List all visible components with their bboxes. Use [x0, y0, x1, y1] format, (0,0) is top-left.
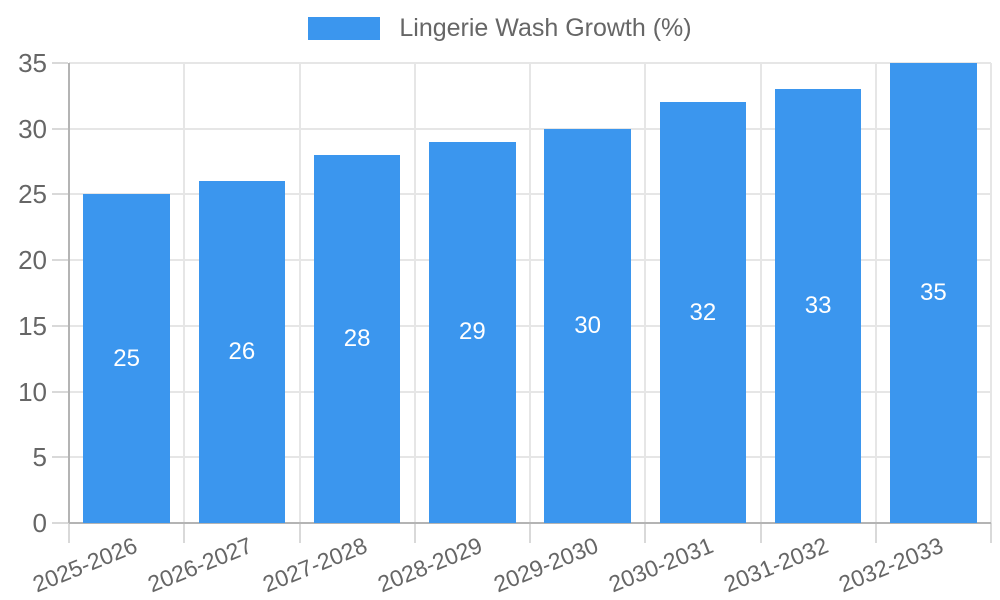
- grid-line-vertical: [183, 63, 186, 523]
- grid-line-vertical: [529, 63, 531, 523]
- y-axis-tick: [52, 456, 68, 459]
- legend: Lingerie Wash Growth (%): [0, 16, 1000, 41]
- x-axis-tick: [644, 523, 647, 543]
- bar[interactable]: 30: [544, 128, 631, 523]
- y-axis-tick: [52, 127, 68, 130]
- x-axis-line: [69, 522, 991, 524]
- grid-line-vertical: [759, 63, 762, 523]
- y-tick-label: 20: [18, 245, 47, 276]
- grid-line-vertical: [298, 63, 301, 523]
- y-tick-label: 10: [18, 376, 47, 407]
- x-axis-tick: [413, 523, 416, 543]
- y-axis-tick: [52, 193, 68, 196]
- bar-value-label: 29: [459, 318, 486, 346]
- bar-value-label: 30: [574, 311, 601, 339]
- y-axis-tick: [52, 259, 68, 262]
- bar-value-label: 32: [689, 298, 717, 326]
- y-axis-tick: [52, 522, 68, 524]
- bar[interactable]: 35: [890, 63, 977, 523]
- y-tick-label: 35: [18, 48, 47, 78]
- bar-value-label: 33: [804, 292, 832, 320]
- bar-value-label: 25: [113, 344, 140, 372]
- bar[interactable]: 32: [659, 102, 747, 523]
- plot-area: 0 5 10 15 20 25 30 35 25 26 28 29 30 32 33 35 2025-2026 2…: [18, 48, 992, 597]
- bar-value-label: 26: [228, 338, 256, 366]
- bar[interactable]: 28: [313, 155, 401, 523]
- bar-value-label: 35: [920, 279, 947, 306]
- bar[interactable]: 26: [198, 181, 286, 523]
- y-tick-label: 30: [18, 113, 47, 144]
- y-axis-tick: [52, 390, 68, 393]
- bar-value-label: 28: [343, 325, 371, 352]
- x-axis-tick: [874, 523, 877, 543]
- y-axis-line: [68, 63, 70, 523]
- x-axis-tick: [990, 523, 992, 543]
- bar[interactable]: 25: [83, 194, 170, 523]
- grid-line-vertical: [874, 63, 877, 523]
- grid-line-vertical: [413, 63, 416, 523]
- bar[interactable]: 33: [774, 89, 862, 523]
- y-axis-tick: [52, 62, 68, 64]
- x-axis-tick: [529, 523, 531, 543]
- y-tick-label: 0: [32, 508, 47, 538]
- y-tick-label: 25: [18, 179, 47, 210]
- grid-line-vertical: [990, 63, 992, 523]
- x-axis-tick: [183, 523, 186, 543]
- y-tick-label: 5: [32, 442, 47, 473]
- legend-swatch: [308, 17, 381, 40]
- legend-label: Lingerie Wash Growth (%): [399, 14, 692, 42]
- legend-item[interactable]: Lingerie Wash Growth (%): [308, 14, 692, 42]
- x-axis-tick: [68, 523, 70, 543]
- x-axis-tick: [759, 523, 762, 543]
- bar[interactable]: 29: [429, 141, 516, 523]
- grid-line-vertical: [644, 63, 647, 523]
- y-tick-label: 15: [18, 310, 47, 341]
- x-axis-tick: [298, 523, 301, 543]
- y-axis-tick: [52, 324, 68, 327]
